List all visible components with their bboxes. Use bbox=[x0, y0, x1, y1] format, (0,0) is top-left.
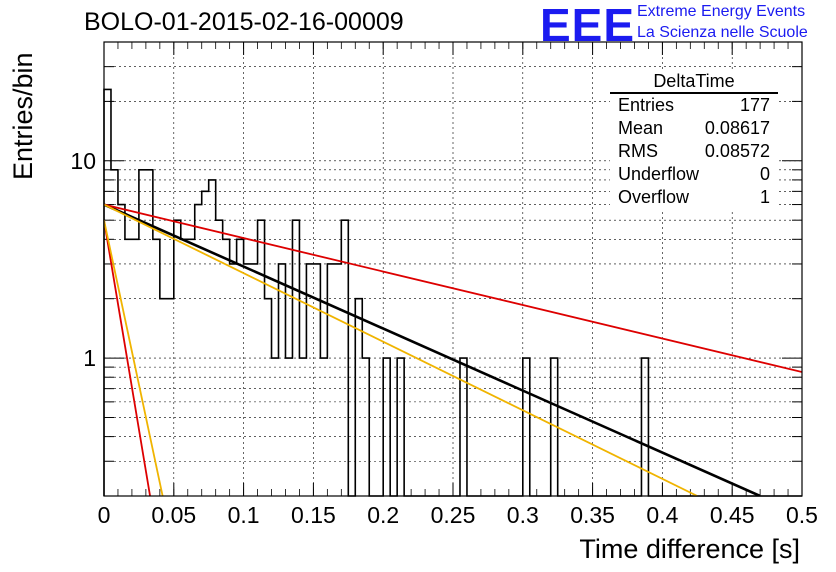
x-tick-label: 0 bbox=[98, 502, 111, 528]
stats-value: 1 bbox=[759, 187, 770, 207]
stats-label: Overflow bbox=[618, 187, 690, 207]
stats-value: 0.08617 bbox=[704, 118, 770, 138]
stats-row: Underflow 0 bbox=[610, 163, 778, 186]
x-tick-label: 0.45 bbox=[710, 502, 755, 528]
stats-row: Mean 0.08617 bbox=[610, 117, 778, 140]
stats-value: 0 bbox=[759, 164, 770, 184]
stats-box: DeltaTime Entries 177 Mean 0.08617 RMS 0… bbox=[610, 70, 778, 209]
x-tick-label: 0.25 bbox=[431, 502, 476, 528]
stats-value: 0.08572 bbox=[704, 141, 770, 161]
stats-title: DeltaTime bbox=[610, 70, 778, 94]
x-tick-label: 0.1 bbox=[228, 502, 260, 528]
y-tick-label: 10 bbox=[70, 148, 96, 174]
stats-row: RMS 0.08572 bbox=[610, 140, 778, 163]
x-tick-label: 0.2 bbox=[367, 502, 399, 528]
x-axis-title: Time difference [s] bbox=[579, 534, 800, 564]
stats-value: 177 bbox=[739, 95, 770, 115]
stats-row: Overflow 1 bbox=[610, 186, 778, 209]
stats-row: Entries 177 bbox=[610, 94, 778, 117]
fit-line bbox=[104, 203, 698, 496]
x-tick-label: 0.4 bbox=[646, 502, 678, 528]
y-tick-label: 1 bbox=[83, 345, 96, 371]
run-title: BOLO-01-2015-02-16-00009 bbox=[84, 8, 404, 36]
fit-line bbox=[104, 203, 802, 373]
eee-logo: EEE bbox=[540, 0, 636, 51]
stats-label: Underflow bbox=[618, 164, 700, 184]
logo-subtitle-1: Extreme Energy Events bbox=[637, 3, 806, 20]
x-tick-label: 0.5 bbox=[786, 502, 818, 528]
stats-label: Mean bbox=[618, 118, 664, 138]
stats-label: RMS bbox=[618, 141, 658, 161]
x-tick-label: 0.35 bbox=[570, 502, 615, 528]
fit-line bbox=[104, 220, 151, 496]
stats-label: Entries bbox=[618, 95, 675, 115]
fit-line bbox=[104, 203, 761, 496]
y-axis-title: Entries/bin bbox=[8, 52, 38, 180]
logo-subtitle-2: La Scienza nelle Scuole bbox=[637, 24, 808, 41]
x-tick-label: 0.15 bbox=[291, 502, 336, 528]
x-tick-label: 0.05 bbox=[151, 502, 196, 528]
x-tick-label: 0.3 bbox=[507, 502, 539, 528]
fit-line bbox=[104, 219, 164, 496]
plot-border bbox=[103, 41, 803, 497]
